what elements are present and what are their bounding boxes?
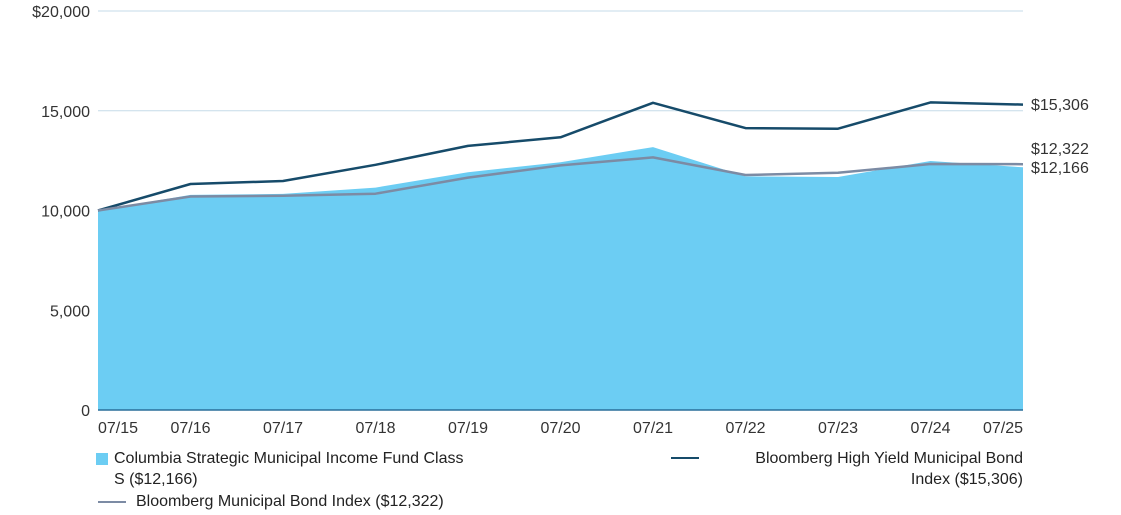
x-tick-label-07-15: 07/15 (98, 420, 138, 437)
line-layer (97, 101, 1024, 212)
x-tick-label-07-18: 07/18 (355, 420, 395, 437)
y-tick-label-5000: 5,000 (50, 303, 90, 320)
x-tick-label-07-21: 07/21 (633, 420, 673, 437)
x-tick-label-07-24: 07/24 (910, 420, 950, 437)
x-tick-label-07-22: 07/22 (725, 420, 765, 437)
legend-item-high-yield: Bloomberg High Yield Municipal Bond Inde… (668, 448, 1023, 490)
x-tick-label-07-17: 07/17 (263, 420, 303, 437)
end-label-high-yield: $15,306 (1031, 97, 1089, 114)
area-layer (98, 147, 1023, 410)
legend-swatch-fund (96, 453, 108, 465)
y-axis-labels: 0 5,000 10,000 15,000 $20,000 (32, 4, 90, 420)
x-tick-label-07-25: 07/25 (983, 420, 1023, 437)
x-tick-label-07-16: 07/16 (170, 420, 210, 437)
legend-label-municipal: Bloomberg Municipal Bond Index ($12,322) (136, 493, 444, 510)
line-series-high-yield (97, 101, 1024, 212)
legend-label-fund-line1: Columbia Strategic Municipal Income Fund… (114, 450, 464, 467)
end-label-fund: $12,166 (1031, 160, 1089, 177)
legend-item-municipal: Bloomberg Municipal Bond Index ($12,322) (98, 491, 444, 512)
line-series-municipal (97, 156, 1024, 212)
x-axis-labels: 07/15 07/16 07/17 07/18 07/19 07/20 07/21 07/22… (98, 420, 1023, 437)
end-labels: $15,306 $12,322 $12,166 (1031, 97, 1089, 177)
x-tick-label-07-20: 07/20 (540, 420, 580, 437)
legend-item-fund: Columbia Strategic Municipal Income Fund… (96, 448, 564, 490)
y-tick-label-20000: $20,000 (32, 4, 90, 21)
y-tick-label-0: 0 (81, 403, 90, 420)
legend-swatch-high-yield (671, 457, 699, 459)
legend-label-high-yield-line2: Index ($15,306) (910, 471, 1023, 488)
legend-swatch-municipal (98, 501, 126, 503)
area-series-fund (98, 147, 1023, 410)
y-tick-label-15000: 15,000 (41, 104, 90, 121)
legend-label-fund-line2: S ($12,166) (114, 471, 198, 488)
x-tick-label-07-19: 07/19 (448, 420, 488, 437)
end-label-municipal: $12,322 (1031, 141, 1089, 158)
x-tick-label-07-23: 07/23 (818, 420, 858, 437)
legend-label-high-yield-line1: Bloomberg High Yield Municipal Bond (755, 450, 1023, 467)
y-tick-label-10000: 10,000 (41, 204, 90, 221)
